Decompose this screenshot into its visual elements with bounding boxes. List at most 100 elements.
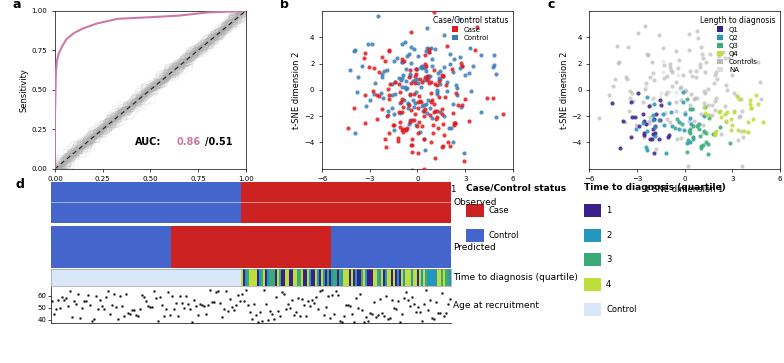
Point [684, 126, 696, 132]
Bar [105, 226, 107, 268]
Bar [207, 182, 209, 223]
Point [375, 90, 387, 96]
Point [421, 97, 434, 102]
Bar [295, 226, 297, 268]
Bar [411, 269, 413, 286]
Point [643, 120, 655, 126]
Point [430, 89, 443, 95]
Point [657, 69, 670, 75]
Point [655, 90, 667, 96]
Bar [373, 182, 375, 223]
Bar [135, 182, 137, 223]
Bar [321, 226, 323, 268]
Bar [399, 182, 401, 223]
Bar [89, 226, 91, 268]
Bar [57, 226, 59, 268]
Bar [215, 269, 217, 286]
Bar [189, 182, 191, 223]
Point [643, 118, 655, 124]
Bar [433, 182, 435, 223]
Point [745, 57, 757, 62]
Bar [183, 269, 185, 286]
Bar [315, 269, 317, 286]
Point [665, 67, 677, 73]
Point [416, 79, 428, 85]
Bar [447, 269, 448, 286]
Point [629, 114, 641, 120]
Point [387, 105, 399, 111]
Point [463, 70, 475, 76]
Bar [269, 269, 270, 286]
Point [702, 112, 714, 118]
Point [394, 124, 407, 130]
Point [409, 78, 422, 83]
Point [684, 68, 697, 74]
Bar [443, 182, 445, 223]
Bar [117, 226, 119, 268]
Bar [97, 269, 99, 286]
Bar [383, 269, 385, 286]
Bar [373, 269, 375, 286]
Bar [103, 226, 105, 268]
Point [691, 28, 703, 33]
Bar [379, 269, 381, 286]
Bar [175, 226, 177, 268]
Point [561, 93, 574, 98]
Bar [423, 182, 425, 223]
Bar [155, 269, 157, 286]
Bar [441, 226, 443, 268]
Bar [63, 226, 65, 268]
Bar [365, 226, 367, 268]
Point [424, 79, 437, 85]
Point [746, 117, 759, 122]
Point [419, 62, 432, 68]
Bar [230, 226, 233, 268]
Bar [305, 226, 307, 268]
Bar [65, 226, 67, 268]
Bar [273, 182, 275, 223]
Point [432, 70, 445, 76]
Point [430, 116, 442, 122]
Bar [403, 226, 405, 268]
Bar [93, 182, 95, 223]
Bar [143, 269, 145, 286]
Bar [305, 269, 307, 286]
Point [443, 143, 456, 148]
Bar [445, 182, 447, 223]
Bar [408, 182, 411, 223]
Point [687, 136, 699, 142]
Point [376, 71, 388, 77]
Text: Case/Control status: Case/Control status [466, 183, 567, 192]
Bar [247, 226, 249, 268]
Bar [270, 226, 273, 268]
Point [421, 76, 434, 82]
Bar [249, 226, 251, 268]
Point [646, 60, 659, 65]
Bar [429, 226, 430, 268]
Point [714, 108, 727, 114]
Point [434, 68, 447, 74]
Text: Case: Case [488, 206, 509, 215]
Bar [387, 226, 389, 268]
Point [625, 99, 637, 105]
Bar [333, 182, 335, 223]
Bar [141, 269, 143, 286]
Bar [253, 269, 255, 286]
Bar [137, 269, 139, 286]
Bar [217, 226, 219, 268]
Bar [239, 226, 241, 268]
Bar [105, 269, 107, 286]
Point [434, 76, 446, 82]
Point [419, 147, 431, 152]
Point [644, 114, 656, 120]
Bar [350, 269, 353, 286]
Point [438, 65, 451, 70]
Point [648, 116, 661, 122]
Bar [107, 269, 109, 286]
Point [395, 109, 408, 115]
Bar [355, 182, 357, 223]
Point [713, 124, 726, 130]
Bar [89, 182, 91, 223]
Bar [265, 269, 267, 286]
Bar [317, 269, 319, 286]
